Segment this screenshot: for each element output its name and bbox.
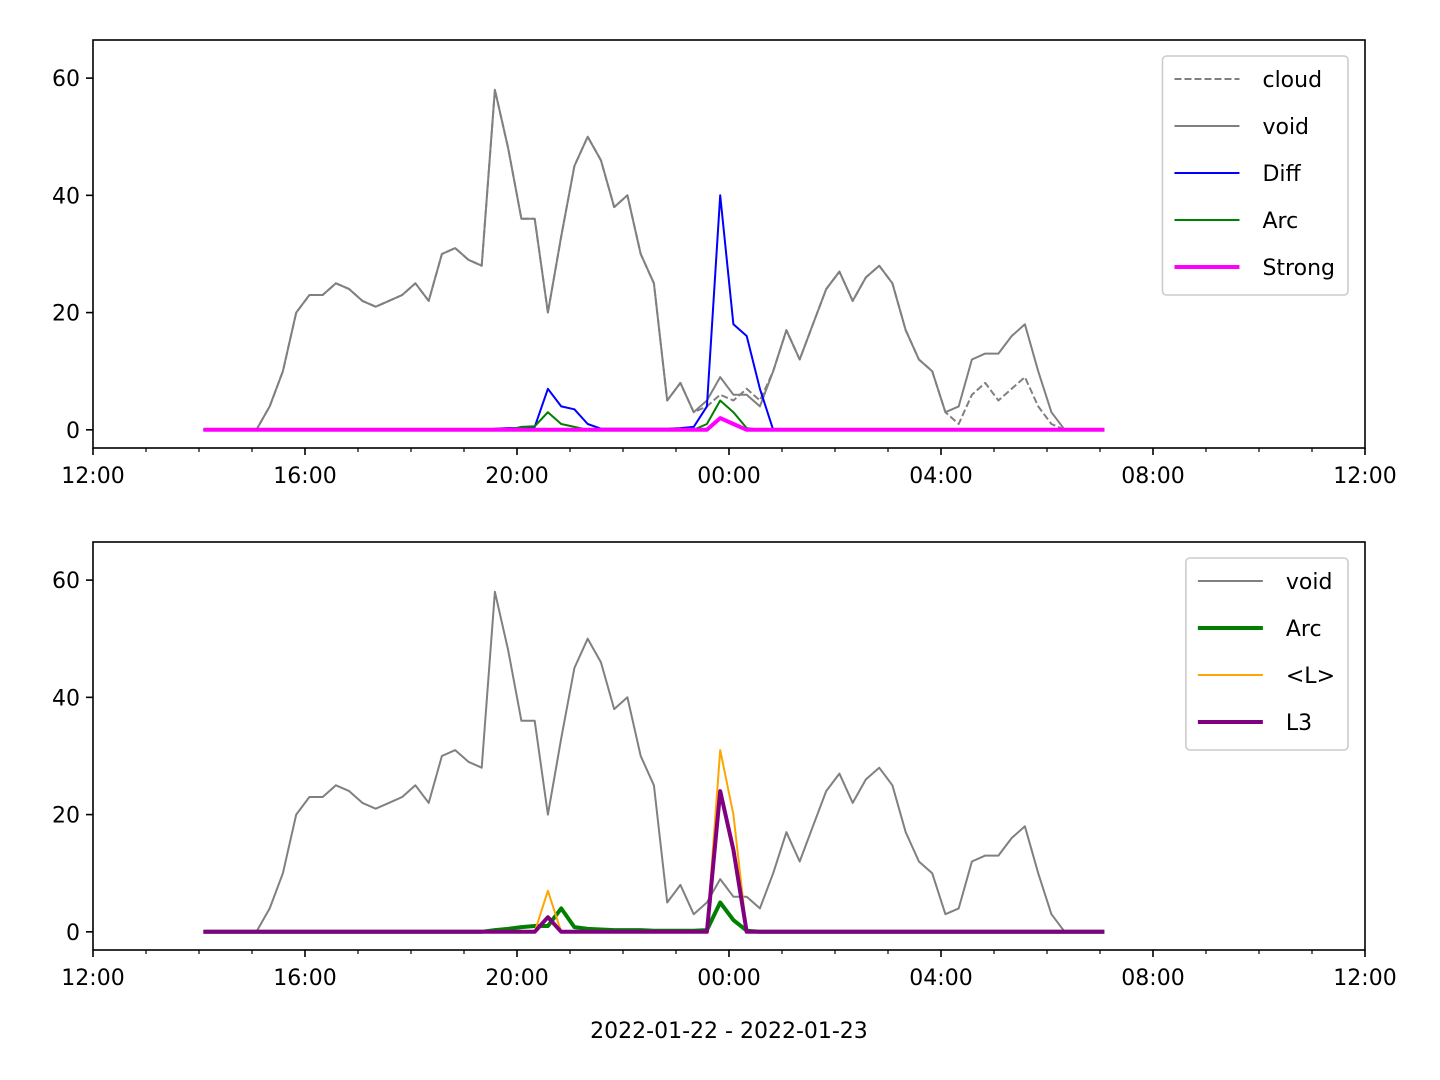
legend: cloud void Diff Arc Strong [1161, 55, 1349, 296]
series-line [203, 590, 1105, 933]
plot-area [203, 590, 1105, 934]
x-tick-label: 12:00 [1333, 464, 1396, 489]
series-line [203, 88, 1105, 431]
x-tick-label: 04:00 [909, 966, 972, 991]
y-tick-label: 60 [52, 67, 80, 92]
series-line [203, 900, 1105, 934]
legend-label: Strong [1262, 256, 1335, 281]
x-tick-label: 04:00 [909, 464, 972, 489]
y-tick-label: 60 [52, 569, 80, 594]
series-line [203, 399, 1105, 431]
legend: void Arc <L> L3 [1185, 557, 1349, 751]
legend-label: cloud [1262, 68, 1322, 93]
x-axis-label: 2022-01-22 - 2022-01-23 [590, 1019, 868, 1044]
x-tick-label: 12:00 [61, 966, 124, 991]
y-tick-label: 40 [52, 686, 80, 711]
x-tick-label: 08:00 [1121, 966, 1184, 991]
x-tick-label: 12:00 [61, 464, 124, 489]
x-tick-label: 20:00 [485, 966, 548, 991]
legend-label: Arc [1286, 617, 1322, 642]
x-tick-label: 16:00 [273, 464, 336, 489]
subplot: 0 20 40 60 12:00 16:00 20:00 00:00 04:00 08:00 12:… [52, 39, 1397, 489]
x-tick-label: 20:00 [485, 464, 548, 489]
x-tick-label: 12:00 [1333, 966, 1396, 991]
y-tick-label: 0 [66, 921, 80, 946]
plot-area [203, 88, 1105, 432]
y-tick-label: 20 [52, 804, 80, 829]
legend-label: void [1262, 115, 1309, 140]
y-tick-label: 20 [52, 302, 80, 327]
x-tick-label: 16:00 [273, 966, 336, 991]
series-line [203, 88, 1105, 431]
legend-label: Arc [1262, 209, 1298, 234]
x-tick-label: 08:00 [1121, 464, 1184, 489]
series-line [203, 789, 1105, 934]
legend-label: Diff [1262, 162, 1301, 187]
legend-box [1185, 557, 1349, 751]
series-line [203, 749, 1105, 933]
legend-box [1161, 55, 1349, 296]
subplot: 0 20 40 60 12:00 16:00 20:00 00:00 04:00 08:00 12:… [52, 541, 1397, 1044]
series-line [203, 194, 1105, 431]
legend-label: void [1286, 570, 1333, 595]
series-line [203, 416, 1105, 432]
legend-label: L3 [1286, 711, 1312, 736]
y-tick-label: 0 [66, 419, 80, 444]
axes-frame [92, 541, 1366, 951]
x-tick-label: 00:00 [697, 966, 760, 991]
legend-label: <L> [1286, 664, 1335, 689]
x-tick-label: 00:00 [697, 464, 760, 489]
y-tick-label: 40 [52, 184, 80, 209]
